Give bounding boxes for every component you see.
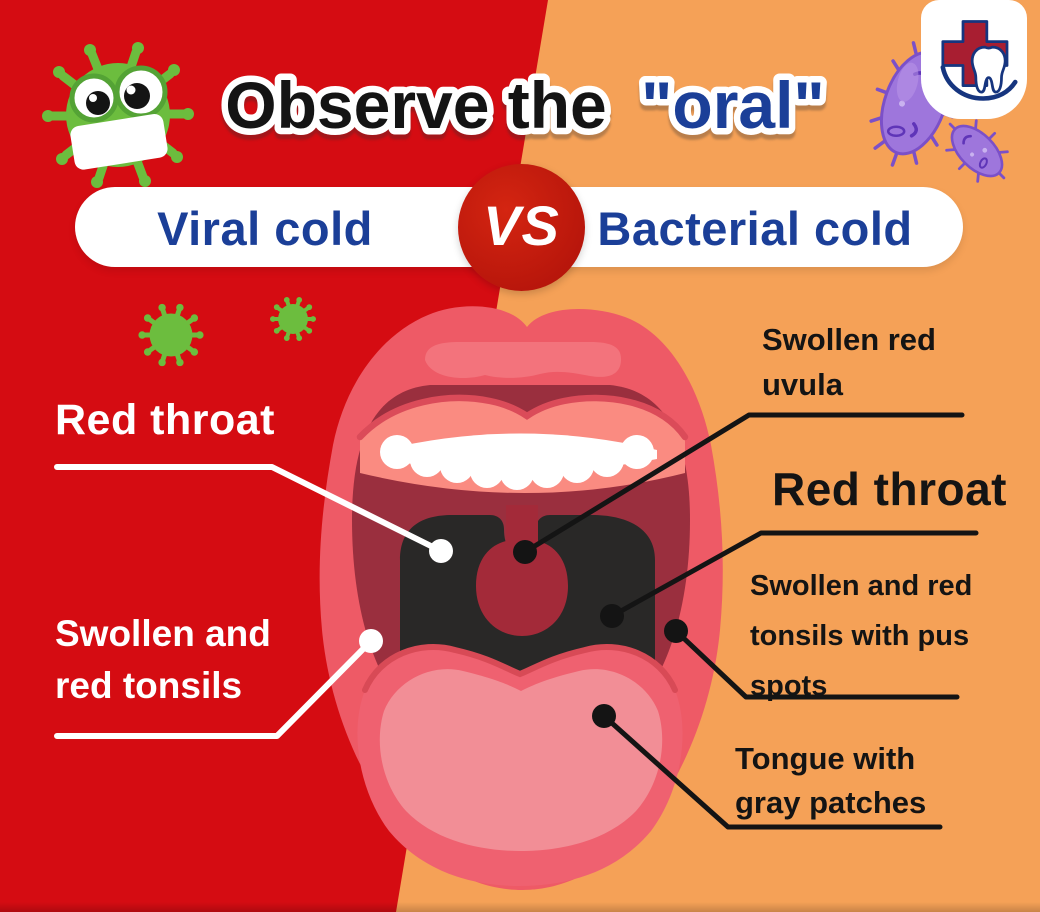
bacterial-uvula-label: Swollen red uvula (762, 322, 936, 402)
page-title: Observe the "oral" (219, 62, 831, 149)
upper-lip-highlight (425, 342, 622, 379)
svg-text:Observe the "oral": Observe the "oral" (225, 68, 824, 142)
viral-tonsils-label: Swollen and red tonsils (55, 613, 271, 706)
bacterial-red-throat-dot (600, 604, 624, 628)
uvula-dot (513, 540, 537, 564)
bacterial-red-throat-label: Red throat (772, 463, 1007, 515)
bacterial-pus-tonsils-label: Swollen and red tonsils with pus spots (750, 570, 973, 702)
viral-tonsils-dot (359, 629, 383, 653)
upper-teeth (380, 433, 657, 490)
bacterial-tongue-label: Tongue with gray patches (735, 741, 927, 821)
masked-virus-icon (42, 42, 194, 188)
uvula (476, 505, 568, 636)
pus-tonsils-dot (664, 619, 688, 643)
bacterial-cold-label: Bacterial cold (597, 202, 913, 255)
viral-red-throat-label: Red throat (55, 396, 275, 444)
bottom-shadow (0, 902, 1040, 912)
bacteria-icon (945, 119, 1009, 183)
tongue-patch-dot (592, 704, 616, 728)
viral-red-throat-dot (429, 539, 453, 563)
viral-cold-label: Viral cold (157, 202, 373, 255)
vs-badge-label: VS (483, 194, 560, 257)
clinic-cross-tooth-logo (921, 0, 1027, 119)
vs-badge: VS (458, 164, 585, 291)
virus-icon (138, 303, 204, 367)
virus-icon (270, 296, 316, 342)
tongue-shadow-line (362, 643, 678, 693)
cross-tooth-icon (940, 20, 1018, 101)
title-blue-part: "oral" (641, 68, 825, 142)
title-black-part: Observe the (225, 68, 607, 142)
lip-crease (356, 394, 689, 441)
tongue-surface (379, 669, 663, 851)
